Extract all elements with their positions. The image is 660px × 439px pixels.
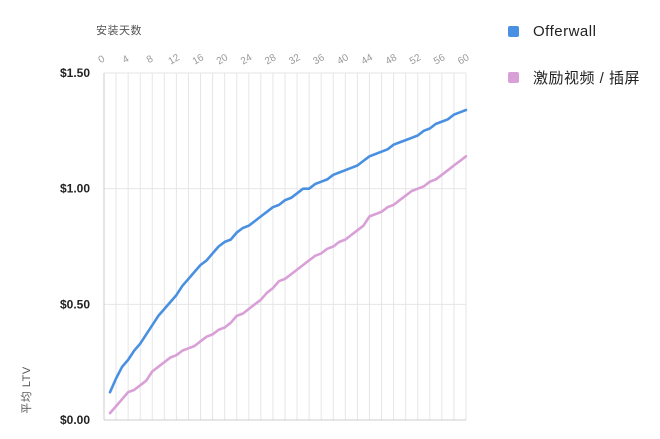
x-tick-label: 44: [360, 52, 376, 67]
legend-swatch-offerwall: [508, 25, 519, 37]
y-tick-label: $1.00: [60, 182, 90, 196]
x-tick-label: 40: [336, 52, 352, 67]
x-tick-label: 16: [191, 52, 207, 67]
series-line-rewarded-video: [108, 155, 468, 415]
x-tick-label: 60: [456, 52, 472, 67]
y-tick-label: $0.50: [60, 297, 90, 311]
y-axis-title: 平均 LTV: [20, 366, 33, 414]
grid: [103, 72, 467, 421]
y-tick-label: $1.50: [60, 66, 90, 80]
legend-label-rewarded-video: 激励视频 / 插屏: [533, 69, 641, 87]
legend-item-offerwall[interactable]: Offerwall: [508, 20, 640, 42]
legend-label-offerwall: Offerwall: [533, 22, 597, 40]
x-tick-label: 52: [408, 52, 424, 67]
x-tick-label: 8: [145, 53, 156, 66]
x-tick-label: 24: [239, 52, 255, 67]
y-tick-label: $0.00: [60, 413, 90, 427]
legend-item-rewarded-video[interactable]: 激励视频 / 插屏: [508, 66, 640, 88]
x-tick-label: 0: [97, 53, 108, 66]
x-tick-label: 56: [432, 52, 448, 67]
x-tick-label: 20: [215, 52, 231, 67]
legend: Offerwall 激励视频 / 插屏: [508, 20, 640, 112]
y-tick-labels: $0.00 $0.50 $1.00 $1.50: [60, 66, 90, 427]
x-tick-label: 48: [384, 52, 400, 67]
x-axis-title: 安装天数: [96, 23, 142, 37]
x-tick-label: 32: [287, 52, 303, 67]
x-tick-label: 28: [263, 52, 279, 67]
legend-swatch-rewarded-video: [508, 71, 519, 83]
x-tick-label: 4: [121, 53, 132, 66]
x-tick-labels: 0 4 8 12 16 20 24 28 32 36 40 44 48 52 56 60: [97, 52, 472, 67]
x-tick-label: 36: [311, 52, 327, 67]
x-tick-label: 12: [167, 52, 183, 67]
series-lines: [108, 108, 468, 415]
series-line-offerwall: [108, 108, 468, 394]
